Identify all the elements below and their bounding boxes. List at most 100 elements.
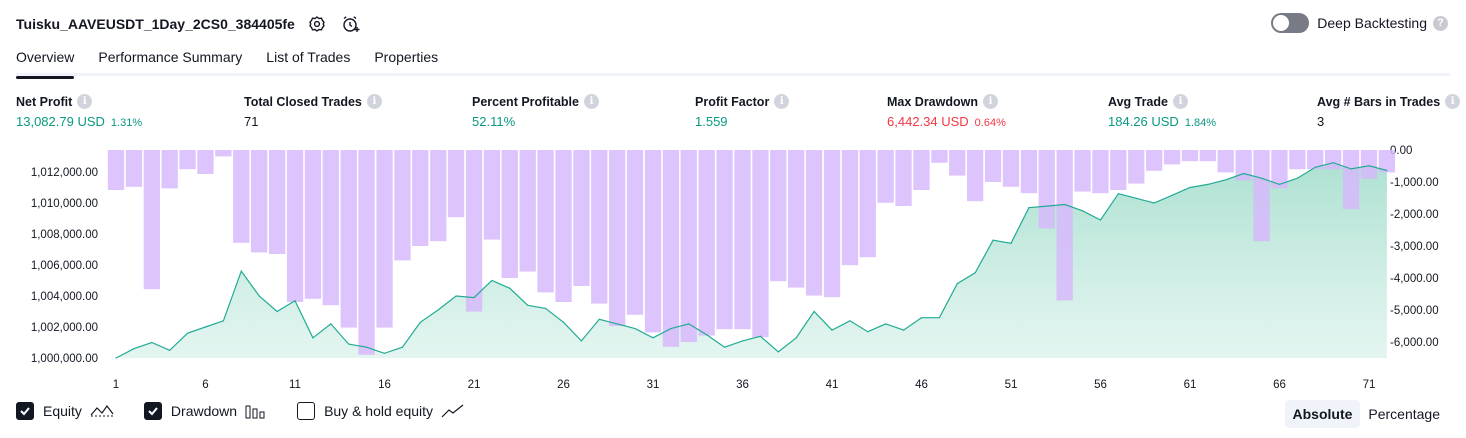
drawdown-bar bbox=[1289, 150, 1306, 170]
drawdown-bar bbox=[591, 150, 608, 304]
legend-equity[interactable]: Equity bbox=[16, 402, 114, 420]
drawdown-bar bbox=[1199, 150, 1216, 162]
tab-overview[interactable]: Overview bbox=[16, 46, 75, 79]
drawdown-bar bbox=[161, 150, 178, 189]
drawdown-bar bbox=[734, 150, 751, 330]
equity-point bbox=[580, 340, 583, 342]
metric-percent-profitable: Percent Profitable i 52.11% bbox=[472, 94, 599, 129]
tab-list-of-trades[interactable]: List of Trades bbox=[266, 49, 351, 65]
metric-value: 13,082.79 USD bbox=[16, 114, 105, 129]
equity-point bbox=[312, 337, 314, 339]
drawdown-bar bbox=[197, 150, 214, 174]
x-axis-tick: 1 bbox=[113, 379, 119, 391]
metric-value: 52.11% bbox=[472, 114, 516, 129]
equity-point bbox=[1225, 179, 1227, 181]
drawdown-bar bbox=[788, 150, 805, 288]
equity-point bbox=[1243, 172, 1245, 175]
drawdown-bar bbox=[644, 150, 662, 333]
equity-point bbox=[1028, 207, 1030, 209]
right-axis-tick: -6,000.00 bbox=[1390, 337, 1439, 349]
drawdown-bar bbox=[1271, 150, 1288, 189]
right-axis-tick: -4,000.00 bbox=[1390, 273, 1439, 285]
percentage-button[interactable]: Percentage bbox=[1368, 406, 1440, 422]
drawdown-bar bbox=[1074, 150, 1091, 192]
info-icon[interactable]: i bbox=[1445, 94, 1461, 109]
info-icon[interactable]: i bbox=[77, 94, 93, 109]
equity-point bbox=[187, 332, 189, 334]
drawdown-checkbox[interactable] bbox=[143, 402, 162, 420]
x-axis-tick: 16 bbox=[378, 379, 391, 391]
equity-point bbox=[903, 329, 905, 331]
metric-label: Net Profit bbox=[16, 94, 73, 109]
drawdown-bar bbox=[877, 150, 894, 203]
equity-point bbox=[1117, 193, 1119, 195]
info-icon[interactable]: i bbox=[774, 94, 790, 109]
metric-max-drawdown: Max Drawdown i 6,442.34 USD 0.64% bbox=[887, 94, 1006, 129]
equity-checkbox[interactable] bbox=[16, 402, 34, 420]
metric-profit-factor: Profit Factor i 1.559 bbox=[695, 94, 790, 129]
equity-point bbox=[598, 318, 600, 320]
equity-point bbox=[741, 340, 744, 342]
drawdown-bar bbox=[483, 150, 501, 240]
drawdown-bar bbox=[125, 150, 143, 187]
drawdown-bar bbox=[895, 150, 912, 206]
drawdown-bars bbox=[107, 150, 1395, 355]
header: Tuisku_AAVEUSDT_1Day_2CS0_384405fe bbox=[16, 12, 363, 36]
drawdown-bar bbox=[859, 150, 876, 258]
x-axis-tick: 6 bbox=[202, 379, 208, 391]
deep-backtesting-toggle[interactable] bbox=[1271, 13, 1310, 33]
x-axis-tick: 61 bbox=[1184, 379, 1197, 391]
info-icon[interactable]: i bbox=[1172, 94, 1188, 109]
equity-point bbox=[276, 310, 278, 313]
tab-properties[interactable]: Properties bbox=[374, 49, 439, 65]
equity-point bbox=[204, 326, 207, 328]
metric-value: 184.26 USD bbox=[1108, 114, 1179, 129]
drawdown-bar bbox=[1181, 150, 1199, 162]
drawdown-bar bbox=[805, 150, 823, 296]
absolute-button[interactable]: Absolute bbox=[1284, 400, 1361, 428]
left-axis-tick: 1,004,000.00 bbox=[31, 291, 98, 303]
settings-gear-icon[interactable] bbox=[305, 12, 329, 36]
drawdown-bar bbox=[501, 150, 518, 278]
equity-point bbox=[240, 270, 242, 272]
x-axis-tick: 21 bbox=[468, 379, 481, 391]
info-icon[interactable]: i bbox=[583, 94, 599, 109]
right-axis-tick: 0.00 bbox=[1390, 145, 1412, 157]
metric-percent: 1.84% bbox=[1184, 117, 1217, 129]
drawdown-bar bbox=[1146, 150, 1163, 171]
equity-point bbox=[616, 323, 618, 325]
drawdown-bar bbox=[1360, 150, 1378, 179]
drawdown-bar bbox=[841, 150, 859, 266]
tab-performance-summary[interactable]: Performance Summary bbox=[98, 49, 243, 65]
drawdown-bar bbox=[107, 150, 125, 190]
drawdown-bar bbox=[931, 150, 948, 163]
legend-drawdown[interactable]: Drawdown bbox=[143, 402, 267, 420]
equity-point bbox=[670, 327, 672, 330]
drawdown-bar bbox=[1235, 150, 1252, 181]
drawdown-bar bbox=[412, 150, 429, 246]
strategy-alert-clock-icon[interactable] bbox=[339, 12, 363, 36]
equity-point bbox=[151, 341, 153, 344]
drawdown-bar bbox=[1110, 150, 1127, 190]
drawdown-bar bbox=[430, 150, 447, 242]
legend-buy-hold[interactable]: Buy & hold equity bbox=[297, 402, 465, 420]
equity-point bbox=[1278, 183, 1281, 185]
drawdown-bar bbox=[698, 150, 715, 336]
buy-hold-checkbox[interactable] bbox=[297, 402, 316, 420]
help-question-icon[interactable]: ? bbox=[1433, 15, 1448, 31]
drawdown-bar bbox=[1378, 150, 1395, 173]
left-axis-tick: 1,006,000.00 bbox=[31, 260, 98, 272]
equity-point bbox=[115, 357, 117, 359]
legend-equity-label: Equity bbox=[43, 403, 82, 419]
equity-point bbox=[1296, 177, 1298, 179]
equity-point bbox=[1314, 166, 1316, 168]
drawdown-bar bbox=[716, 150, 733, 330]
equity-point bbox=[258, 295, 260, 297]
info-icon[interactable]: i bbox=[366, 94, 382, 109]
equity-point bbox=[222, 320, 224, 322]
metric-label: Total Closed Trades bbox=[244, 94, 362, 109]
drawdown-bar bbox=[609, 150, 626, 326]
info-icon[interactable]: i bbox=[983, 94, 998, 109]
equity-point bbox=[885, 323, 887, 325]
equity-line-icon bbox=[90, 403, 114, 419]
